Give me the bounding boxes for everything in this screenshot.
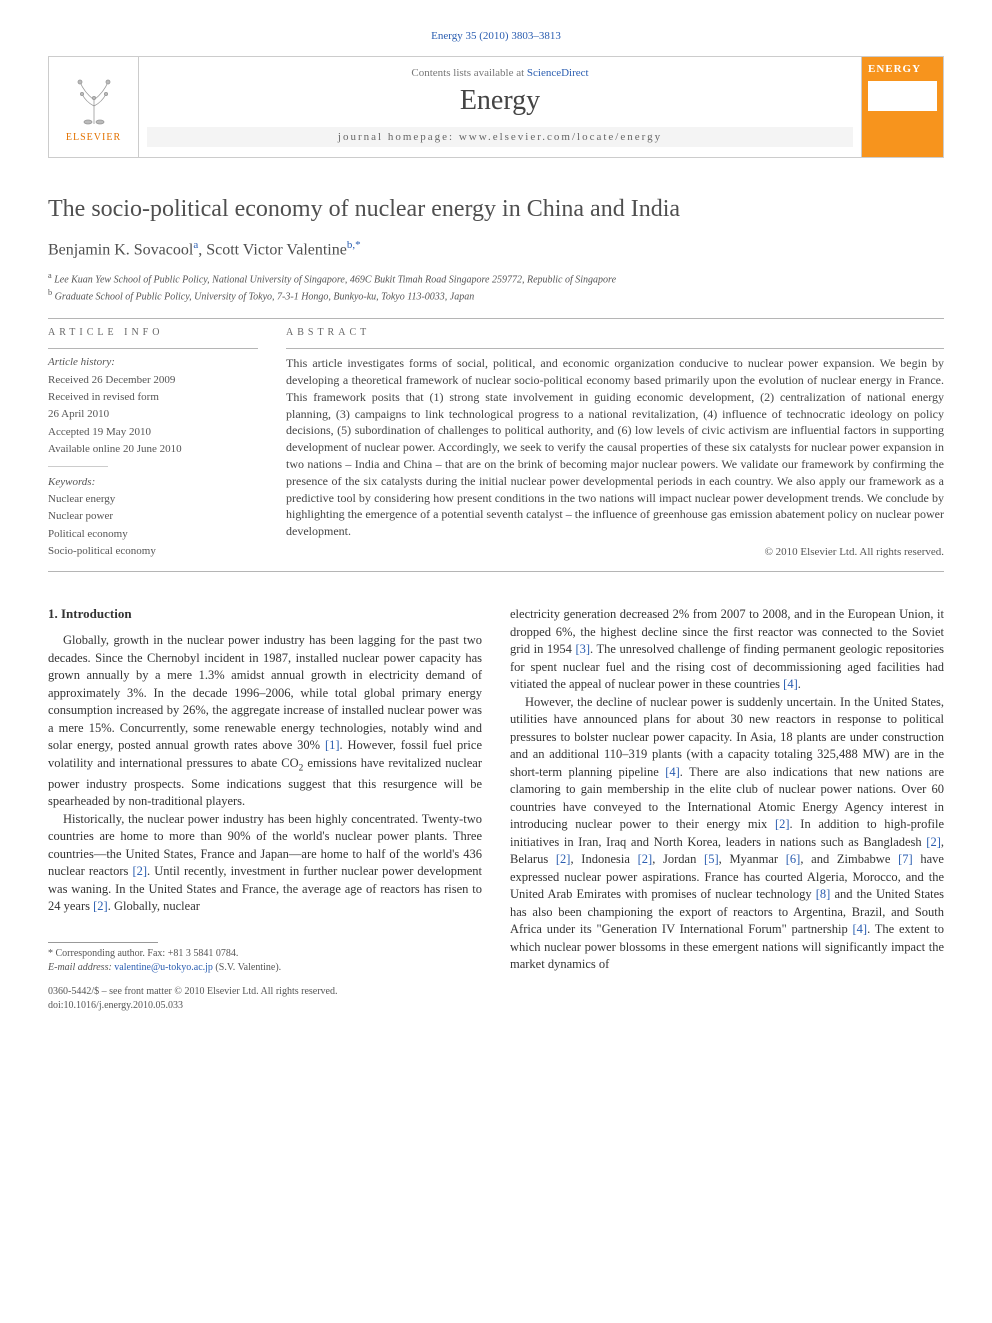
abstract-copyright: © 2010 Elsevier Ltd. All rights reserved… — [286, 546, 944, 558]
aff-sup-b: b, — [347, 239, 355, 251]
journal-header: ELSEVIER Contents lists available at Sci… — [48, 56, 944, 158]
history-revised2: 26 April 2010 — [48, 407, 258, 422]
abstract-text: This article investigates forms of socia… — [286, 355, 944, 540]
abstract-heading: ABSTRACT — [286, 327, 944, 338]
keyword-1: Nuclear energy — [48, 492, 258, 507]
info-rule-2 — [48, 466, 108, 467]
ref-link[interactable]: [4] — [853, 922, 868, 936]
publisher-name: ELSEVIER — [66, 132, 121, 143]
ref-link[interactable]: [2] — [775, 817, 790, 831]
ref-link[interactable]: [2] — [926, 835, 941, 849]
ref-link[interactable]: [3] — [575, 642, 590, 656]
corresponding-author: * Corresponding author. Fax: +81 3 5841 … — [48, 947, 482, 961]
footer-doi: doi:10.1016/j.energy.2010.05.033 — [48, 999, 482, 1013]
publisher-logo-block: ELSEVIER — [49, 57, 139, 157]
rule-bottom — [48, 571, 944, 572]
homepage-url[interactable]: www.elsevier.com/locate/energy — [459, 131, 662, 143]
journal-title: Energy — [147, 85, 853, 117]
journal-cover: ENERGY — [861, 57, 943, 157]
email-label: E-mail address: — [48, 962, 112, 973]
email-link[interactable]: valentine@u-tokyo.ac.jp — [114, 962, 213, 973]
footnotes: * Corresponding author. Fax: +81 3 5841 … — [48, 947, 482, 975]
ref-link[interactable]: [1] — [325, 738, 340, 752]
para-4: However, the decline of nuclear power is… — [510, 694, 944, 974]
abstract-rule — [286, 348, 944, 349]
contents-line: Contents lists available at ScienceDirec… — [147, 67, 853, 79]
body-text-left: Globally, growth in the nuclear power in… — [48, 632, 482, 915]
elsevier-tree-icon — [66, 72, 122, 128]
right-column: electricity generation decreased 2% from… — [510, 606, 944, 1012]
history-revised1: Received in revised form — [48, 390, 258, 405]
homepage-label: journal homepage: — [338, 131, 459, 143]
cover-label: ENERGY — [868, 63, 937, 75]
ref-link[interactable]: [2] — [132, 864, 147, 878]
ref-link[interactable]: [2] — [638, 852, 653, 866]
header-center: Contents lists available at ScienceDirec… — [139, 57, 861, 157]
citation-line: Energy 35 (2010) 3803–3813 — [48, 30, 944, 42]
keyword-2: Nuclear power — [48, 509, 258, 524]
footer-issn: 0360-5442/$ – see front matter © 2010 El… — [48, 985, 482, 999]
history-label: Article history: — [48, 355, 258, 370]
history-accepted: Accepted 19 May 2010 — [48, 425, 258, 440]
affiliation-a: Lee Kuan Yew School of Public Policy, Na… — [54, 274, 616, 285]
author-2: Scott Victor Valentine — [206, 242, 347, 259]
article-info-column: ARTICLE INFO Article history: Received 2… — [48, 327, 258, 561]
abstract-column: ABSTRACT This article investigates forms… — [286, 327, 944, 561]
author-1: Benjamin K. Sovacool — [48, 242, 193, 259]
para-3: electricity generation decreased 2% from… — [510, 606, 944, 694]
keyword-3: Political economy — [48, 527, 258, 542]
body-columns: 1. Introduction Globally, growth in the … — [48, 606, 944, 1012]
left-column: 1. Introduction Globally, growth in the … — [48, 606, 482, 1012]
para-2: Historically, the nuclear power industry… — [48, 811, 482, 916]
ref-link[interactable]: [5] — [704, 852, 719, 866]
authors-line: Benjamin K. Sovacoola, Scott Victor Vale… — [48, 239, 944, 259]
keywords-label: Keywords: — [48, 475, 258, 490]
affiliation-b: Graduate School of Public Policy, Univer… — [55, 291, 475, 302]
contents-prefix: Contents lists available at — [411, 67, 526, 79]
info-rule-1 — [48, 348, 258, 349]
keyword-4: Socio-political economy — [48, 544, 258, 559]
ref-link[interactable]: [7] — [898, 852, 913, 866]
para-1: Globally, growth in the nuclear power in… — [48, 632, 482, 810]
ref-link[interactable]: [4] — [783, 677, 798, 691]
article-title: The socio-political economy of nuclear e… — [48, 194, 944, 225]
history-online: Available online 20 June 2010 — [48, 442, 258, 457]
section-1-heading: 1. Introduction — [48, 606, 482, 622]
footnote-separator — [48, 942, 158, 943]
article-info-heading: ARTICLE INFO — [48, 327, 258, 338]
email-suffix: (S.V. Valentine). — [215, 962, 281, 973]
rule-top — [48, 318, 944, 319]
sciencedirect-link[interactable]: ScienceDirect — [527, 67, 589, 79]
footer: 0360-5442/$ – see front matter © 2010 El… — [48, 985, 482, 1013]
ref-link[interactable]: [6] — [786, 852, 801, 866]
cover-thumbnail — [868, 81, 937, 111]
aff-sup-a: a — [193, 239, 198, 251]
body-text-right: electricity generation decreased 2% from… — [510, 606, 944, 974]
ref-link[interactable]: [2] — [556, 852, 571, 866]
history-received: Received 26 December 2009 — [48, 373, 258, 388]
homepage-line: journal homepage: www.elsevier.com/locat… — [147, 127, 853, 147]
ref-link[interactable]: [2] — [93, 899, 108, 913]
affiliations: a Lee Kuan Yew School of Public Policy, … — [48, 270, 944, 305]
ref-link[interactable]: [8] — [816, 887, 831, 901]
ref-link[interactable]: [4] — [665, 765, 680, 779]
corr-star: * — [355, 239, 361, 251]
